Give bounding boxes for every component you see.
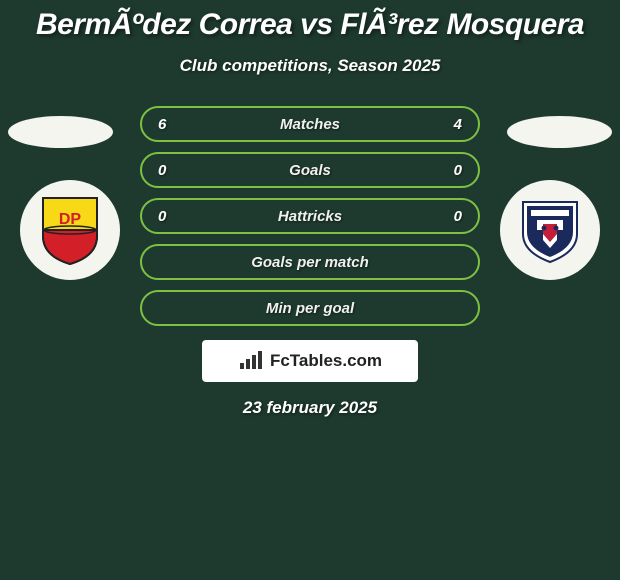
stat-label: Hattricks (278, 208, 342, 225)
page-title: BermÃºdez Correa vs FlÃ³rez Mosquera (0, 0, 620, 42)
date-label: 23 february 2025 (0, 398, 620, 418)
left-team-badge: DP (20, 180, 120, 280)
stat-row-hattricks: 0 Hattricks 0 (140, 198, 480, 234)
stat-right-value: 4 (442, 116, 462, 133)
stat-right-value: 0 (442, 162, 462, 179)
brand-badge[interactable]: FcTables.com (202, 340, 418, 382)
stat-row-goals-per-match: Goals per match (140, 244, 480, 280)
pereira-shield-icon: DP (39, 194, 101, 266)
stat-label: Matches (280, 116, 340, 133)
stat-label: Min per goal (266, 300, 354, 317)
stat-right-value: 0 (442, 208, 462, 225)
right-team-badge (500, 180, 600, 280)
comparison-area: DP 6 Matches 4 0 Goals 0 0 Hattricks (0, 106, 620, 418)
stat-left-value: 0 (158, 162, 178, 179)
stat-label: Goals per match (251, 254, 369, 271)
right-player-marker (507, 116, 612, 148)
stat-label: Goals (289, 162, 331, 179)
stat-row-goals: 0 Goals 0 (140, 152, 480, 188)
stat-left-value: 0 (158, 208, 178, 225)
stat-row-matches: 6 Matches 4 (140, 106, 480, 142)
stat-left-value: 6 (158, 116, 178, 133)
subtitle: Club competitions, Season 2025 (0, 56, 620, 76)
stat-row-min-per-goal: Min per goal (140, 290, 480, 326)
brand-text: FcTables.com (270, 351, 382, 371)
left-player-marker (8, 116, 113, 148)
stats-table: 6 Matches 4 0 Goals 0 0 Hattricks 0 Goal… (140, 106, 480, 326)
chart-icon (238, 351, 264, 371)
fortaleza-shield-icon (517, 194, 583, 266)
